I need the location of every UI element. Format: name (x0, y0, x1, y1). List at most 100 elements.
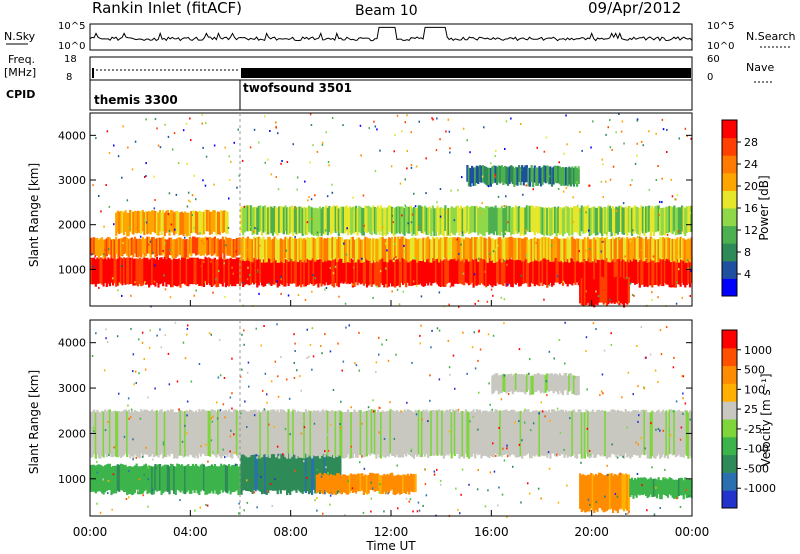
heatmap-cell (326, 258, 329, 286)
heatmap-cell (138, 211, 141, 234)
heatmap-cell (637, 410, 640, 456)
heatmap-cell (403, 208, 406, 236)
heatmap-cell (403, 409, 406, 454)
heatmap-cell (467, 167, 470, 187)
heatmap-cell (641, 477, 644, 496)
heatmap-speckle (187, 324, 189, 327)
heatmap-cell (97, 257, 100, 284)
heatmap-cell (630, 256, 634, 283)
power-colorbar-tick-label: 4 (744, 268, 751, 281)
heatmap-cell (91, 237, 94, 255)
heatmap-speckle (105, 337, 107, 340)
heatmap-speckle (393, 150, 395, 153)
heatmap-cell (474, 412, 477, 459)
heatmap-speckle (621, 396, 623, 399)
heatmap-speckle (211, 420, 214, 423)
heatmap-speckle (277, 375, 279, 378)
heatmap-speckle (501, 493, 504, 496)
cpid-label: CPID (6, 88, 35, 101)
heatmap-speckle (648, 130, 650, 133)
heatmap-cell (536, 167, 539, 186)
heatmap-cell (284, 236, 287, 259)
heatmap-cell (369, 257, 372, 285)
heatmap-cell (245, 238, 248, 261)
heatmap-speckle (153, 175, 155, 178)
heatmap-cell (420, 206, 423, 234)
heatmap-speckle (572, 196, 574, 199)
heatmap-cell (262, 409, 265, 455)
heatmap-speckle (168, 229, 171, 232)
heatmap-cell (558, 257, 561, 285)
heatmap-cell (281, 409, 284, 455)
heatmap-speckle (487, 185, 490, 188)
heatmap-cell (524, 375, 527, 395)
heatmap-cell (461, 237, 464, 260)
heatmap-speckle (468, 483, 470, 486)
heatmap-speckle (578, 167, 580, 170)
heatmap-cell (414, 258, 417, 286)
heatmap-speckle (545, 136, 548, 139)
heatmap-cell (348, 257, 351, 285)
heatmap-cell (615, 474, 618, 512)
heatmap-cell (593, 279, 596, 308)
heatmap-cell (582, 412, 585, 459)
heatmap-cell (154, 464, 157, 491)
heatmap-cell (336, 258, 339, 286)
heatmap-cell (213, 257, 216, 285)
heatmap-cell (301, 447, 304, 494)
heatmap-cell (623, 237, 626, 260)
heatmap-cell (207, 465, 210, 494)
heatmap-speckle (190, 380, 193, 383)
heatmap-cell (634, 258, 637, 285)
heatmap-cell (668, 477, 671, 495)
heatmap-cell (450, 237, 453, 259)
heatmap-cell (127, 466, 130, 495)
heatmap-cell (624, 257, 627, 285)
power-y-tick-label: 1000 (58, 263, 86, 276)
heatmap-cell (306, 237, 309, 259)
heatmap-cell (180, 257, 184, 284)
heatmap-speckle (144, 176, 146, 178)
heatmap-cell (373, 239, 376, 263)
heatmap-cell (259, 412, 262, 459)
heatmap-speckle (628, 510, 630, 513)
heatmap-cell (340, 256, 343, 283)
heatmap-cell (384, 208, 387, 236)
heatmap-cell (228, 259, 231, 287)
heatmap-speckle (311, 368, 313, 371)
heatmap-cell (554, 410, 557, 457)
heatmap-speckle (391, 214, 394, 217)
heatmap-cell (191, 236, 195, 254)
heatmap-cell (467, 412, 470, 459)
heatmap-cell (436, 205, 439, 232)
heatmap-cell (331, 236, 334, 259)
heatmap-cell (408, 239, 411, 263)
heatmap-speckle (690, 270, 692, 272)
cpid-mode-themis: themis 3300 (94, 93, 178, 107)
heatmap-speckle (526, 254, 528, 257)
heatmap-cell (339, 410, 342, 456)
heatmap-speckle (679, 506, 682, 508)
heatmap-cell (394, 411, 397, 458)
heatmap-speckle (246, 479, 248, 482)
heatmap-speckle (294, 342, 296, 345)
heatmap-speckle (446, 211, 449, 214)
heatmap-cell (317, 410, 320, 456)
heatmap-speckle (438, 291, 441, 294)
heatmap-cell (549, 373, 552, 391)
heatmap-cell (522, 410, 525, 456)
heatmap-speckle (655, 132, 657, 135)
heatmap-cell (133, 236, 137, 254)
heatmap-cell (425, 207, 428, 235)
heatmap-cell (265, 411, 268, 458)
heatmap-speckle (425, 157, 427, 160)
heatmap-speckle (306, 328, 308, 331)
heatmap-speckle (638, 236, 641, 239)
heatmap-speckle (589, 248, 591, 251)
heatmap-speckle (657, 427, 660, 430)
heatmap-cell (489, 238, 492, 262)
heatmap-cell (339, 257, 342, 284)
nsky-label: N.Sky (4, 30, 36, 43)
heatmap-cell (532, 168, 535, 188)
heatmap-cell (380, 205, 383, 232)
